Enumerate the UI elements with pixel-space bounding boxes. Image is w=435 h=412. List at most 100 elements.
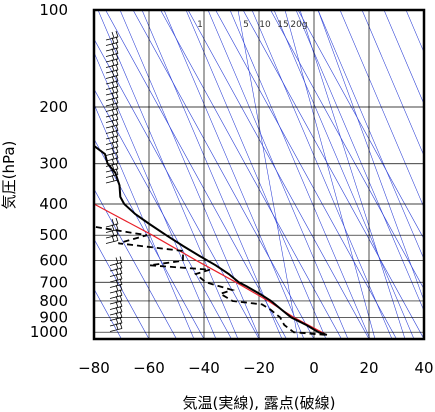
wind-barb-feather: [111, 64, 115, 72]
y-tick-label: 400: [39, 195, 68, 213]
dry-adiabat-line: [383, 10, 424, 105]
wind-barb-feather: [115, 69, 119, 76]
x-tick-label: −20: [243, 359, 275, 377]
isotherm-line: [160, 10, 342, 339]
wind-barb-feather: [111, 136, 115, 143]
wind-barb-feather: [115, 262, 119, 270]
mixing-ratio-label: 20g: [290, 20, 307, 30]
wind-barb-feather: [119, 267, 123, 274]
dry-adiabat-line: [273, 10, 415, 339]
wind-barb-feather: [115, 306, 119, 314]
isotherm-line: [132, 10, 315, 339]
dry-adiabat-line: [119, 10, 261, 339]
wind-barb-feather: [115, 279, 119, 286]
dry-adiabat-line: [229, 10, 371, 339]
dry-adiabat-line: [94, 51, 217, 339]
wind-barb-feather: [119, 316, 123, 324]
wind-barb-feather: [115, 129, 119, 137]
wind-barb-feather: [119, 294, 123, 302]
wind-barb-feather: [119, 300, 123, 307]
wind-barb-feather: [111, 235, 115, 242]
y-tick-label: 900: [39, 308, 68, 326]
x-tick-label: −60: [133, 359, 165, 377]
wind-barb-feather: [115, 234, 119, 241]
y-axis-label: 気圧(hPa): [0, 141, 18, 210]
x-tick-label: 0: [309, 359, 319, 377]
wind-barb-feather: [115, 30, 119, 38]
wind-barb-feather: [111, 130, 115, 138]
wind-barb-feather: [115, 146, 119, 153]
y-tick-label: 1000: [30, 323, 68, 341]
dry-adiabat-line: [207, 10, 349, 339]
isotherm-line: [105, 10, 287, 339]
isotherm-line: [94, 238, 150, 339]
wind-barb-feather: [115, 140, 119, 148]
wind-barb-feather: [115, 162, 119, 170]
wind-barb-feather: [119, 261, 123, 269]
isotherm-line: [215, 10, 397, 339]
wind-barb-feather: [115, 301, 119, 308]
wind-barb: [105, 240, 119, 244]
wind-barb-feather: [111, 114, 115, 121]
wind-barb-feather: [111, 97, 115, 105]
wind-barb-feather: [111, 86, 115, 94]
wind-barb-feather: [119, 311, 123, 318]
y-tick-label: 600: [39, 252, 68, 270]
isotherm-line: [187, 10, 370, 339]
y-tick-label: 500: [39, 226, 68, 244]
y-tick-label: 200: [39, 98, 68, 116]
grid-lines: [93, 9, 425, 339]
y-tick-label: 800: [39, 292, 68, 310]
wind-barb-feather: [115, 223, 119, 230]
wind-barb-feather: [111, 158, 115, 165]
wind-barb-feather: [115, 295, 119, 303]
sounding-series: [94, 144, 328, 336]
isotherm-line: [297, 10, 424, 240]
isotherm-line: [270, 10, 424, 290]
wind-barb-feather: [115, 323, 119, 330]
isotherm-line: [94, 38, 260, 339]
wind-barb-feather: [111, 152, 115, 160]
wind-barb-feather: [115, 284, 119, 292]
wind-barb-feather: [111, 108, 115, 116]
wind-barb-feather: [115, 41, 119, 49]
wind-barb-feather: [119, 305, 123, 313]
dry-adiabat-line: [185, 10, 327, 339]
wind-barb-feather: [111, 224, 115, 231]
mixing-ratio-line: [237, 10, 299, 339]
wind-barb-feather: [115, 91, 119, 98]
wind-barb-feather: [111, 48, 115, 55]
wind-barb-feather: [115, 168, 119, 175]
wind-barb-feather: [115, 268, 119, 275]
mixing-ratio-line: [299, 10, 406, 339]
wind-barb-feather: [115, 312, 119, 319]
wind-barb-feather: [115, 63, 119, 71]
x-tick-label: 40: [414, 359, 433, 377]
isotherm-line: [94, 188, 177, 339]
mixing-ratio-line: [317, 10, 424, 302]
wind-barbs: [105, 30, 123, 332]
dry-adiabat-line: [94, 103, 195, 339]
dry-adiabat-line: [295, 10, 424, 312]
wind-barb-feather: [119, 322, 123, 329]
wind-barb-feather: [111, 229, 115, 237]
y-tick-label: 300: [39, 155, 68, 173]
wind-barb-feather: [111, 92, 115, 99]
wind-barb-feather: [115, 52, 119, 60]
mixing-ratio-label: 5: [243, 20, 249, 30]
isotherm-lines: [94, 10, 424, 339]
wind-barb-feather: [115, 58, 119, 65]
x-axis-label: 気温(実線), 露点(破線): [183, 394, 336, 412]
wind-barb-feather: [119, 278, 123, 285]
temperature-line: [94, 144, 328, 336]
wind-barb-feather: [111, 59, 115, 66]
wind-barb-feather: [115, 96, 119, 104]
wind-barb-feather: [111, 141, 115, 149]
mixing-ratio-label: 10: [259, 20, 271, 30]
wind-barb-feather: [111, 218, 115, 226]
wind-barb-feather: [111, 53, 115, 61]
wind-barb-feather: [115, 102, 119, 109]
wind-barb-feather: [115, 257, 119, 264]
dry-adiabat-line: [163, 10, 305, 339]
